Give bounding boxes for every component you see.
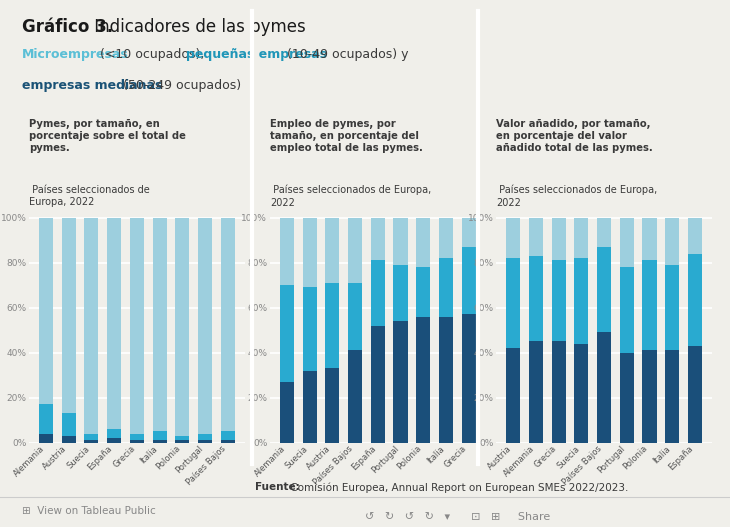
Bar xyxy=(620,267,634,353)
Bar xyxy=(107,438,121,443)
Text: Fuente:: Fuente: xyxy=(255,482,300,492)
Bar xyxy=(575,344,588,443)
Bar xyxy=(62,436,76,443)
Bar xyxy=(688,253,702,346)
Bar xyxy=(439,258,453,317)
Bar xyxy=(575,218,588,258)
Bar xyxy=(597,218,611,247)
Bar xyxy=(371,326,385,443)
Bar xyxy=(198,218,212,434)
Bar xyxy=(506,348,520,443)
Bar xyxy=(529,341,543,443)
Bar xyxy=(665,265,679,350)
Bar xyxy=(303,370,317,443)
Text: Valor añadido, por tamaño,
en porcentaje del valor
añadido total de las pymes.: Valor añadido, por tamaño, en porcentaje… xyxy=(496,119,653,153)
Bar xyxy=(198,434,212,441)
Bar xyxy=(642,350,656,443)
Bar xyxy=(620,218,634,267)
Text: Indicadores de las pymes: Indicadores de las pymes xyxy=(89,18,306,36)
Bar xyxy=(220,432,235,441)
Bar xyxy=(303,218,317,287)
Bar xyxy=(416,267,430,317)
Bar xyxy=(39,434,53,443)
Bar xyxy=(552,218,566,260)
Bar xyxy=(326,218,339,283)
Bar xyxy=(597,333,611,443)
Text: (<10 ocupados),: (<10 ocupados), xyxy=(96,48,209,62)
Text: (10-49 ocupados) y: (10-49 ocupados) y xyxy=(283,48,408,62)
Bar xyxy=(39,404,53,434)
Bar xyxy=(461,218,476,247)
Bar xyxy=(130,434,144,441)
Bar xyxy=(85,441,99,443)
Bar xyxy=(175,218,189,436)
Bar xyxy=(597,247,611,333)
Text: Gráfico 3.: Gráfico 3. xyxy=(22,18,113,36)
Bar xyxy=(688,218,702,253)
Text: Países seleccionados de Europa,
2022: Países seleccionados de Europa, 2022 xyxy=(270,185,431,208)
Text: Microempresas: Microempresas xyxy=(22,48,128,62)
Bar xyxy=(552,260,566,341)
Bar xyxy=(85,434,99,441)
Bar xyxy=(416,218,430,267)
Bar xyxy=(620,353,634,443)
Bar xyxy=(280,382,294,443)
Bar xyxy=(439,218,453,258)
Bar xyxy=(393,321,407,443)
Bar xyxy=(461,314,476,443)
Bar xyxy=(348,218,362,283)
Text: Países seleccionados de
Europa, 2022: Países seleccionados de Europa, 2022 xyxy=(29,185,150,208)
Bar xyxy=(575,258,588,344)
Bar xyxy=(153,218,166,432)
Bar xyxy=(348,283,362,350)
Text: pequeñas empresas: pequeñas empresas xyxy=(185,48,327,62)
Text: empresas medianas: empresas medianas xyxy=(22,79,162,92)
Bar xyxy=(153,432,166,441)
Bar xyxy=(175,436,189,441)
Text: Empleo de pymes, por
tamaño, en porcentaje del
empleo total de las pymes.: Empleo de pymes, por tamaño, en porcenta… xyxy=(270,119,423,153)
Bar xyxy=(461,247,476,314)
Bar xyxy=(62,218,76,413)
Text: (50-249 ocupados): (50-249 ocupados) xyxy=(119,79,241,92)
Bar xyxy=(371,218,385,260)
Bar xyxy=(506,218,520,258)
Bar xyxy=(280,218,294,285)
Text: ⊞  View on Tableau Public: ⊞ View on Tableau Public xyxy=(22,506,155,516)
Bar xyxy=(416,317,430,443)
Bar xyxy=(303,287,317,370)
Bar xyxy=(175,441,189,443)
Bar xyxy=(529,256,543,341)
Bar xyxy=(665,350,679,443)
Bar xyxy=(107,218,121,429)
Bar xyxy=(665,218,679,265)
Bar xyxy=(348,350,362,443)
Bar xyxy=(642,218,656,260)
Bar xyxy=(393,265,407,321)
Bar xyxy=(220,218,235,432)
Bar xyxy=(642,260,656,350)
Bar xyxy=(85,218,99,434)
Text: ↺   ↻   ↺   ↻   ▾      ⊡   ⊞     Share: ↺ ↻ ↺ ↻ ▾ ⊡ ⊞ Share xyxy=(365,512,550,522)
Text: Países seleccionados de Europa,
2022: Países seleccionados de Europa, 2022 xyxy=(496,185,658,208)
Bar xyxy=(529,218,543,256)
Bar xyxy=(393,218,407,265)
Text: Pymes, por tamaño, en
porcentaje sobre el total de
pymes.: Pymes, por tamaño, en porcentaje sobre e… xyxy=(29,119,186,153)
Bar xyxy=(506,258,520,348)
Bar xyxy=(39,218,53,404)
Bar xyxy=(107,429,121,438)
Bar xyxy=(326,368,339,443)
Text: Comisión Europea, Annual Report on European SMEs 2022/2023.: Comisión Europea, Annual Report on Europ… xyxy=(287,482,629,493)
Bar xyxy=(62,413,76,436)
Bar xyxy=(220,441,235,443)
Bar xyxy=(153,441,166,443)
Bar xyxy=(130,441,144,443)
Bar xyxy=(280,285,294,382)
Bar xyxy=(552,341,566,443)
Bar xyxy=(198,441,212,443)
Bar xyxy=(688,346,702,443)
Bar xyxy=(130,218,144,434)
Bar xyxy=(326,283,339,368)
Bar xyxy=(371,260,385,326)
Bar xyxy=(439,317,453,443)
